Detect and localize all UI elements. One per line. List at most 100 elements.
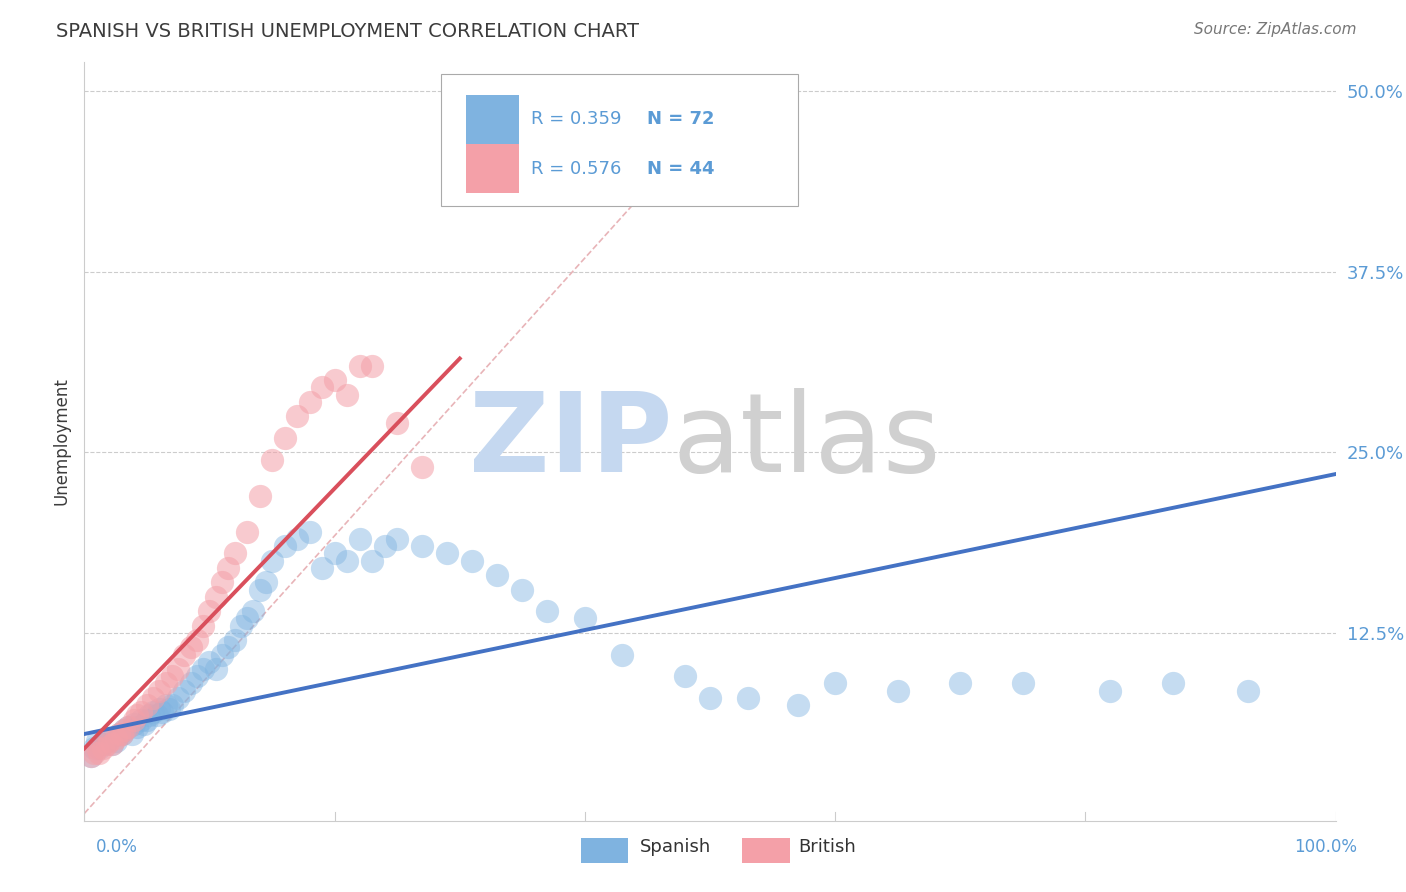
Text: R = 0.576: R = 0.576 (531, 160, 621, 178)
Point (385, 532, 409, 546)
Point (361, 554, 384, 568)
Point (96, 737, 118, 751)
Point (1237, 683, 1260, 698)
Point (117, 720, 139, 734)
Point (236, 611, 259, 625)
Point (150, 706, 173, 720)
Point (242, 604, 264, 618)
Point (217, 640, 239, 655)
Text: Source: ZipAtlas.com: Source: ZipAtlas.com (1194, 22, 1357, 37)
Point (180, 676, 202, 690)
Point (336, 387, 359, 401)
Point (336, 554, 359, 568)
Point (112, 723, 135, 737)
Text: British: British (799, 838, 856, 856)
Point (198, 655, 221, 669)
Point (121, 727, 143, 741)
Point (436, 546, 458, 560)
Point (83, 741, 105, 756)
Point (673, 669, 696, 683)
Point (311, 561, 333, 575)
Point (111, 727, 134, 741)
Point (486, 568, 509, 582)
Point (108, 727, 131, 741)
Point (155, 676, 177, 690)
Point (273, 431, 295, 445)
Point (1012, 676, 1035, 690)
Point (160, 698, 183, 712)
Point (512, 582, 534, 597)
Point (186, 669, 208, 683)
Point (224, 546, 246, 560)
Point (349, 532, 371, 546)
Point (83, 746, 105, 760)
Point (574, 611, 596, 625)
Text: R = 0.359: R = 0.359 (531, 111, 621, 128)
Point (224, 633, 246, 648)
Point (204, 590, 226, 604)
Point (411, 539, 433, 553)
Point (193, 662, 215, 676)
Point (737, 690, 759, 705)
Point (1161, 676, 1184, 690)
FancyBboxPatch shape (441, 74, 797, 207)
FancyBboxPatch shape (465, 95, 519, 144)
Point (949, 676, 972, 690)
Point (101, 737, 124, 751)
Point (361, 359, 384, 373)
Point (323, 373, 346, 387)
Point (111, 727, 134, 741)
Point (699, 690, 721, 705)
Point (211, 575, 233, 590)
Point (461, 554, 484, 568)
Point (129, 706, 152, 720)
Point (104, 731, 127, 746)
Text: N = 44: N = 44 (648, 160, 716, 178)
Text: ZIP: ZIP (470, 388, 672, 495)
Point (104, 734, 127, 748)
Point (786, 698, 808, 712)
Text: SPANISH VS BRITISH UNEMPLOYMENT CORRELATION CHART: SPANISH VS BRITISH UNEMPLOYMENT CORRELAT… (56, 22, 640, 41)
Point (148, 702, 170, 716)
Point (160, 669, 183, 683)
Text: N = 72: N = 72 (648, 111, 716, 128)
Point (142, 706, 165, 720)
Point (124, 713, 146, 727)
Point (79, 748, 101, 763)
Point (173, 648, 195, 662)
Point (254, 575, 277, 590)
Point (125, 708, 148, 723)
Point (148, 683, 170, 698)
Point (273, 539, 295, 553)
Point (96, 734, 118, 748)
Point (91, 741, 114, 756)
Point (536, 604, 558, 618)
Point (285, 409, 308, 424)
Point (236, 524, 259, 539)
Point (89, 741, 111, 756)
Text: Spanish: Spanish (640, 838, 711, 856)
Point (167, 662, 190, 676)
Point (155, 698, 177, 712)
Point (142, 690, 165, 705)
Point (124, 717, 146, 731)
Point (229, 618, 252, 632)
Point (159, 702, 181, 716)
Point (262, 452, 284, 467)
Point (129, 713, 152, 727)
Text: 100.0%: 100.0% (1294, 838, 1357, 856)
Point (180, 640, 202, 655)
Point (385, 417, 409, 431)
Point (101, 737, 124, 751)
Point (1099, 683, 1122, 698)
Point (198, 604, 221, 618)
Point (249, 582, 271, 597)
Point (887, 683, 910, 698)
Point (117, 720, 139, 734)
Point (204, 662, 226, 676)
Point (167, 690, 190, 705)
Point (374, 539, 396, 553)
Point (134, 717, 156, 731)
Point (86, 734, 108, 748)
Point (249, 489, 271, 503)
